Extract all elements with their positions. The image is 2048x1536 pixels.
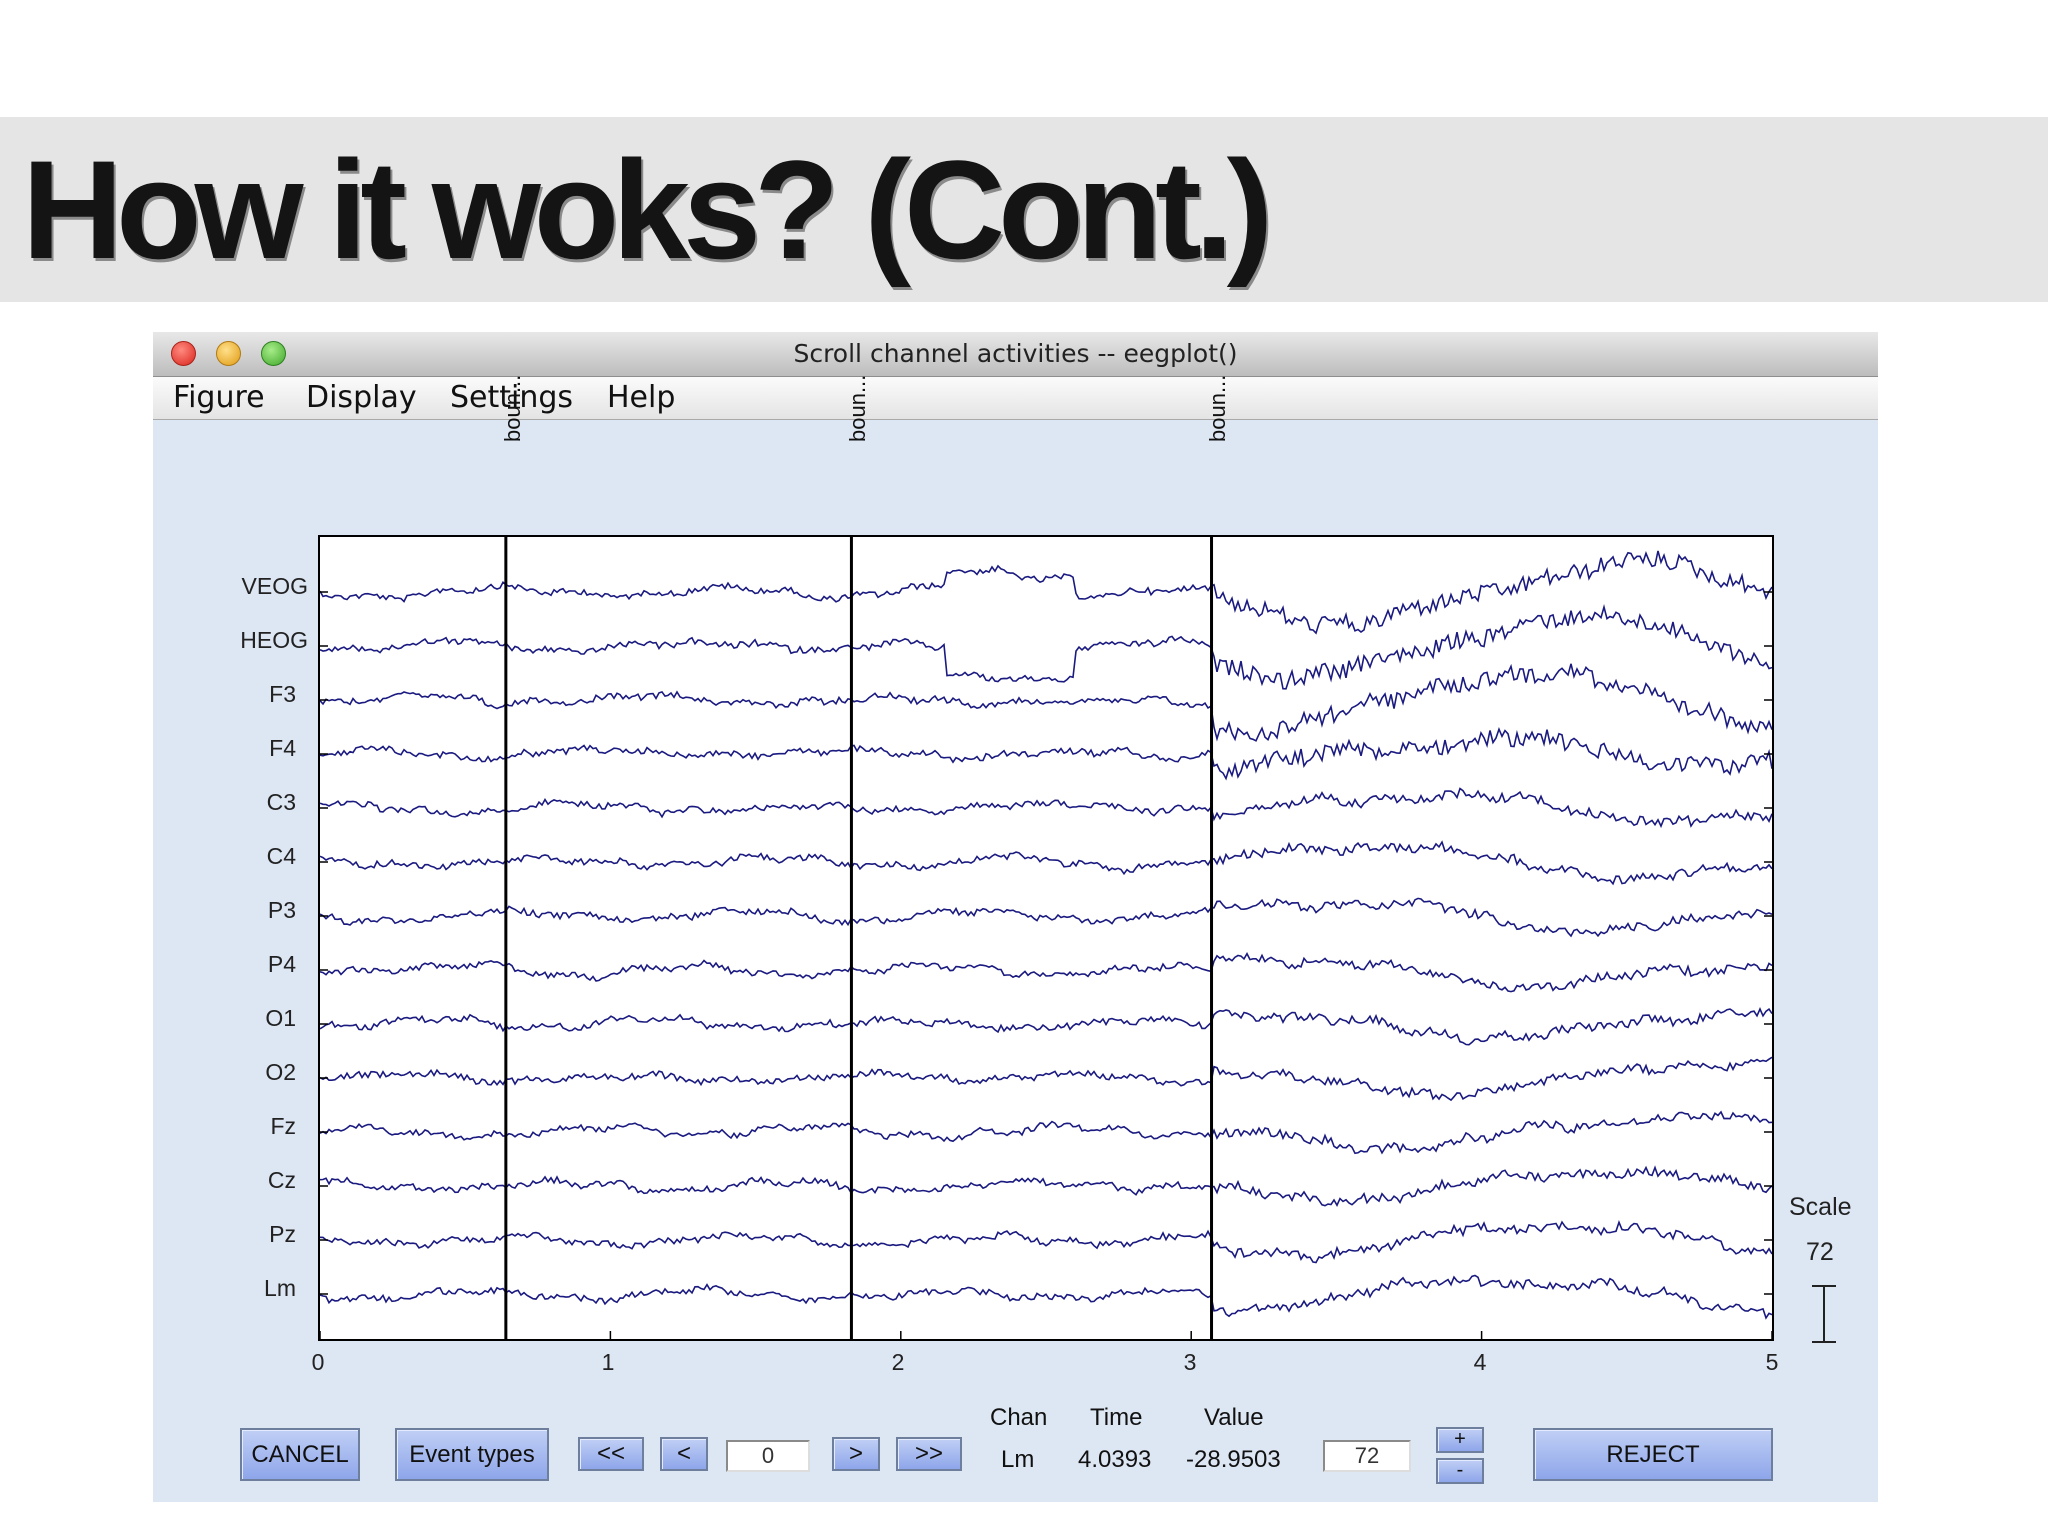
menu-display[interactable]: Display [306, 380, 417, 415]
eeg-trace-o1 [319, 1007, 1773, 1046]
eeg-trace-fz [319, 1110, 1773, 1155]
time-readout: 4.0393 [1078, 1446, 1152, 1473]
channel-label: O2 [265, 1059, 296, 1085]
menu-help[interactable]: Help [607, 380, 676, 415]
eeg-trace-c4 [319, 840, 1773, 886]
eeg-trace-p3 [319, 897, 1773, 938]
x-tick-label: 3 [1183, 1349, 1197, 1375]
chan-header: Chan [990, 1404, 1048, 1431]
event-label: boun... [500, 374, 525, 442]
x-tick-label: 4 [1473, 1349, 1487, 1375]
scroll-forward-button[interactable]: > [832, 1437, 880, 1471]
channel-label: P3 [267, 897, 296, 923]
cancel-button[interactable]: CANCEL [240, 1428, 360, 1481]
scale-input[interactable]: 72 [1323, 1440, 1411, 1472]
scale-bar-icon [1812, 1285, 1836, 1343]
eeg-trace-o2 [319, 1056, 1773, 1102]
scale-label: Scale [1789, 1193, 1852, 1221]
eeg-plot-area[interactable] [318, 535, 1774, 1341]
x-tick-label: 0 [311, 1349, 325, 1375]
slide-title-banner [0, 117, 2048, 302]
eeg-trace-pz [319, 1220, 1773, 1264]
eeg-trace-p4 [319, 952, 1773, 993]
eeg-trace-f4 [319, 726, 1773, 781]
value-readout: -28.9503 [1186, 1446, 1281, 1473]
window-title: Scroll channel activities -- eegplot() [793, 339, 1238, 368]
event-label: boun... [845, 374, 870, 442]
eeg-trace-lm [319, 1274, 1773, 1320]
channel-label: C4 [266, 843, 296, 869]
channel-label: C3 [266, 789, 296, 815]
minimize-window-button[interactable] [216, 341, 241, 366]
scroll-rewind-button[interactable]: << [578, 1437, 644, 1471]
value-header: Value [1204, 1404, 1264, 1431]
eeg-trace-f3 [319, 663, 1773, 742]
channel-label: F3 [269, 681, 296, 707]
chan-readout: Lm [1001, 1446, 1035, 1473]
scale-decrease-button[interactable]: - [1436, 1458, 1484, 1484]
scroll-fast-forward-button[interactable]: >> [896, 1437, 962, 1471]
x-tick-label: 1 [601, 1349, 615, 1375]
x-tick-label: 2 [891, 1349, 905, 1375]
channel-label: O1 [265, 1005, 296, 1031]
eeg-trace-c3 [319, 787, 1773, 829]
scale-value: 72 [1806, 1238, 1834, 1266]
channel-label: VEOG [241, 573, 308, 599]
menu-bar: Figure Display Settings Help [153, 377, 1878, 420]
reject-button[interactable]: REJECT [1533, 1428, 1773, 1481]
scale-increase-button[interactable]: + [1436, 1427, 1484, 1453]
channel-label: Cz [267, 1167, 296, 1193]
channel-label: Lm [264, 1275, 296, 1301]
channel-label: HEOG [240, 627, 308, 653]
eeg-trace-heog [319, 604, 1773, 690]
slide-title: How it woks? (Cont.) [22, 131, 1273, 288]
menu-figure[interactable]: Figure [173, 380, 265, 415]
channel-label: Pz [269, 1221, 296, 1247]
menu-settings[interactable]: Settings [450, 380, 574, 415]
eeg-traces [319, 537, 1773, 1339]
channel-label: Fz [270, 1113, 296, 1139]
eeg-trace-cz [319, 1165, 1773, 1207]
close-window-button[interactable] [171, 341, 196, 366]
event-types-button[interactable]: Event types [395, 1428, 549, 1481]
scroll-back-button[interactable]: < [660, 1437, 708, 1471]
channel-label: F4 [269, 735, 296, 761]
zoom-window-button[interactable] [261, 341, 286, 366]
channel-label: P4 [267, 951, 296, 977]
time-header: Time [1090, 1404, 1143, 1431]
title-bar: Scroll channel activities -- eegplot() [153, 332, 1878, 377]
x-tick-label: 5 [1765, 1349, 1779, 1375]
event-label: boun... [1205, 374, 1230, 442]
position-input[interactable]: 0 [726, 1440, 810, 1472]
eeg-trace-veog [319, 550, 1773, 635]
